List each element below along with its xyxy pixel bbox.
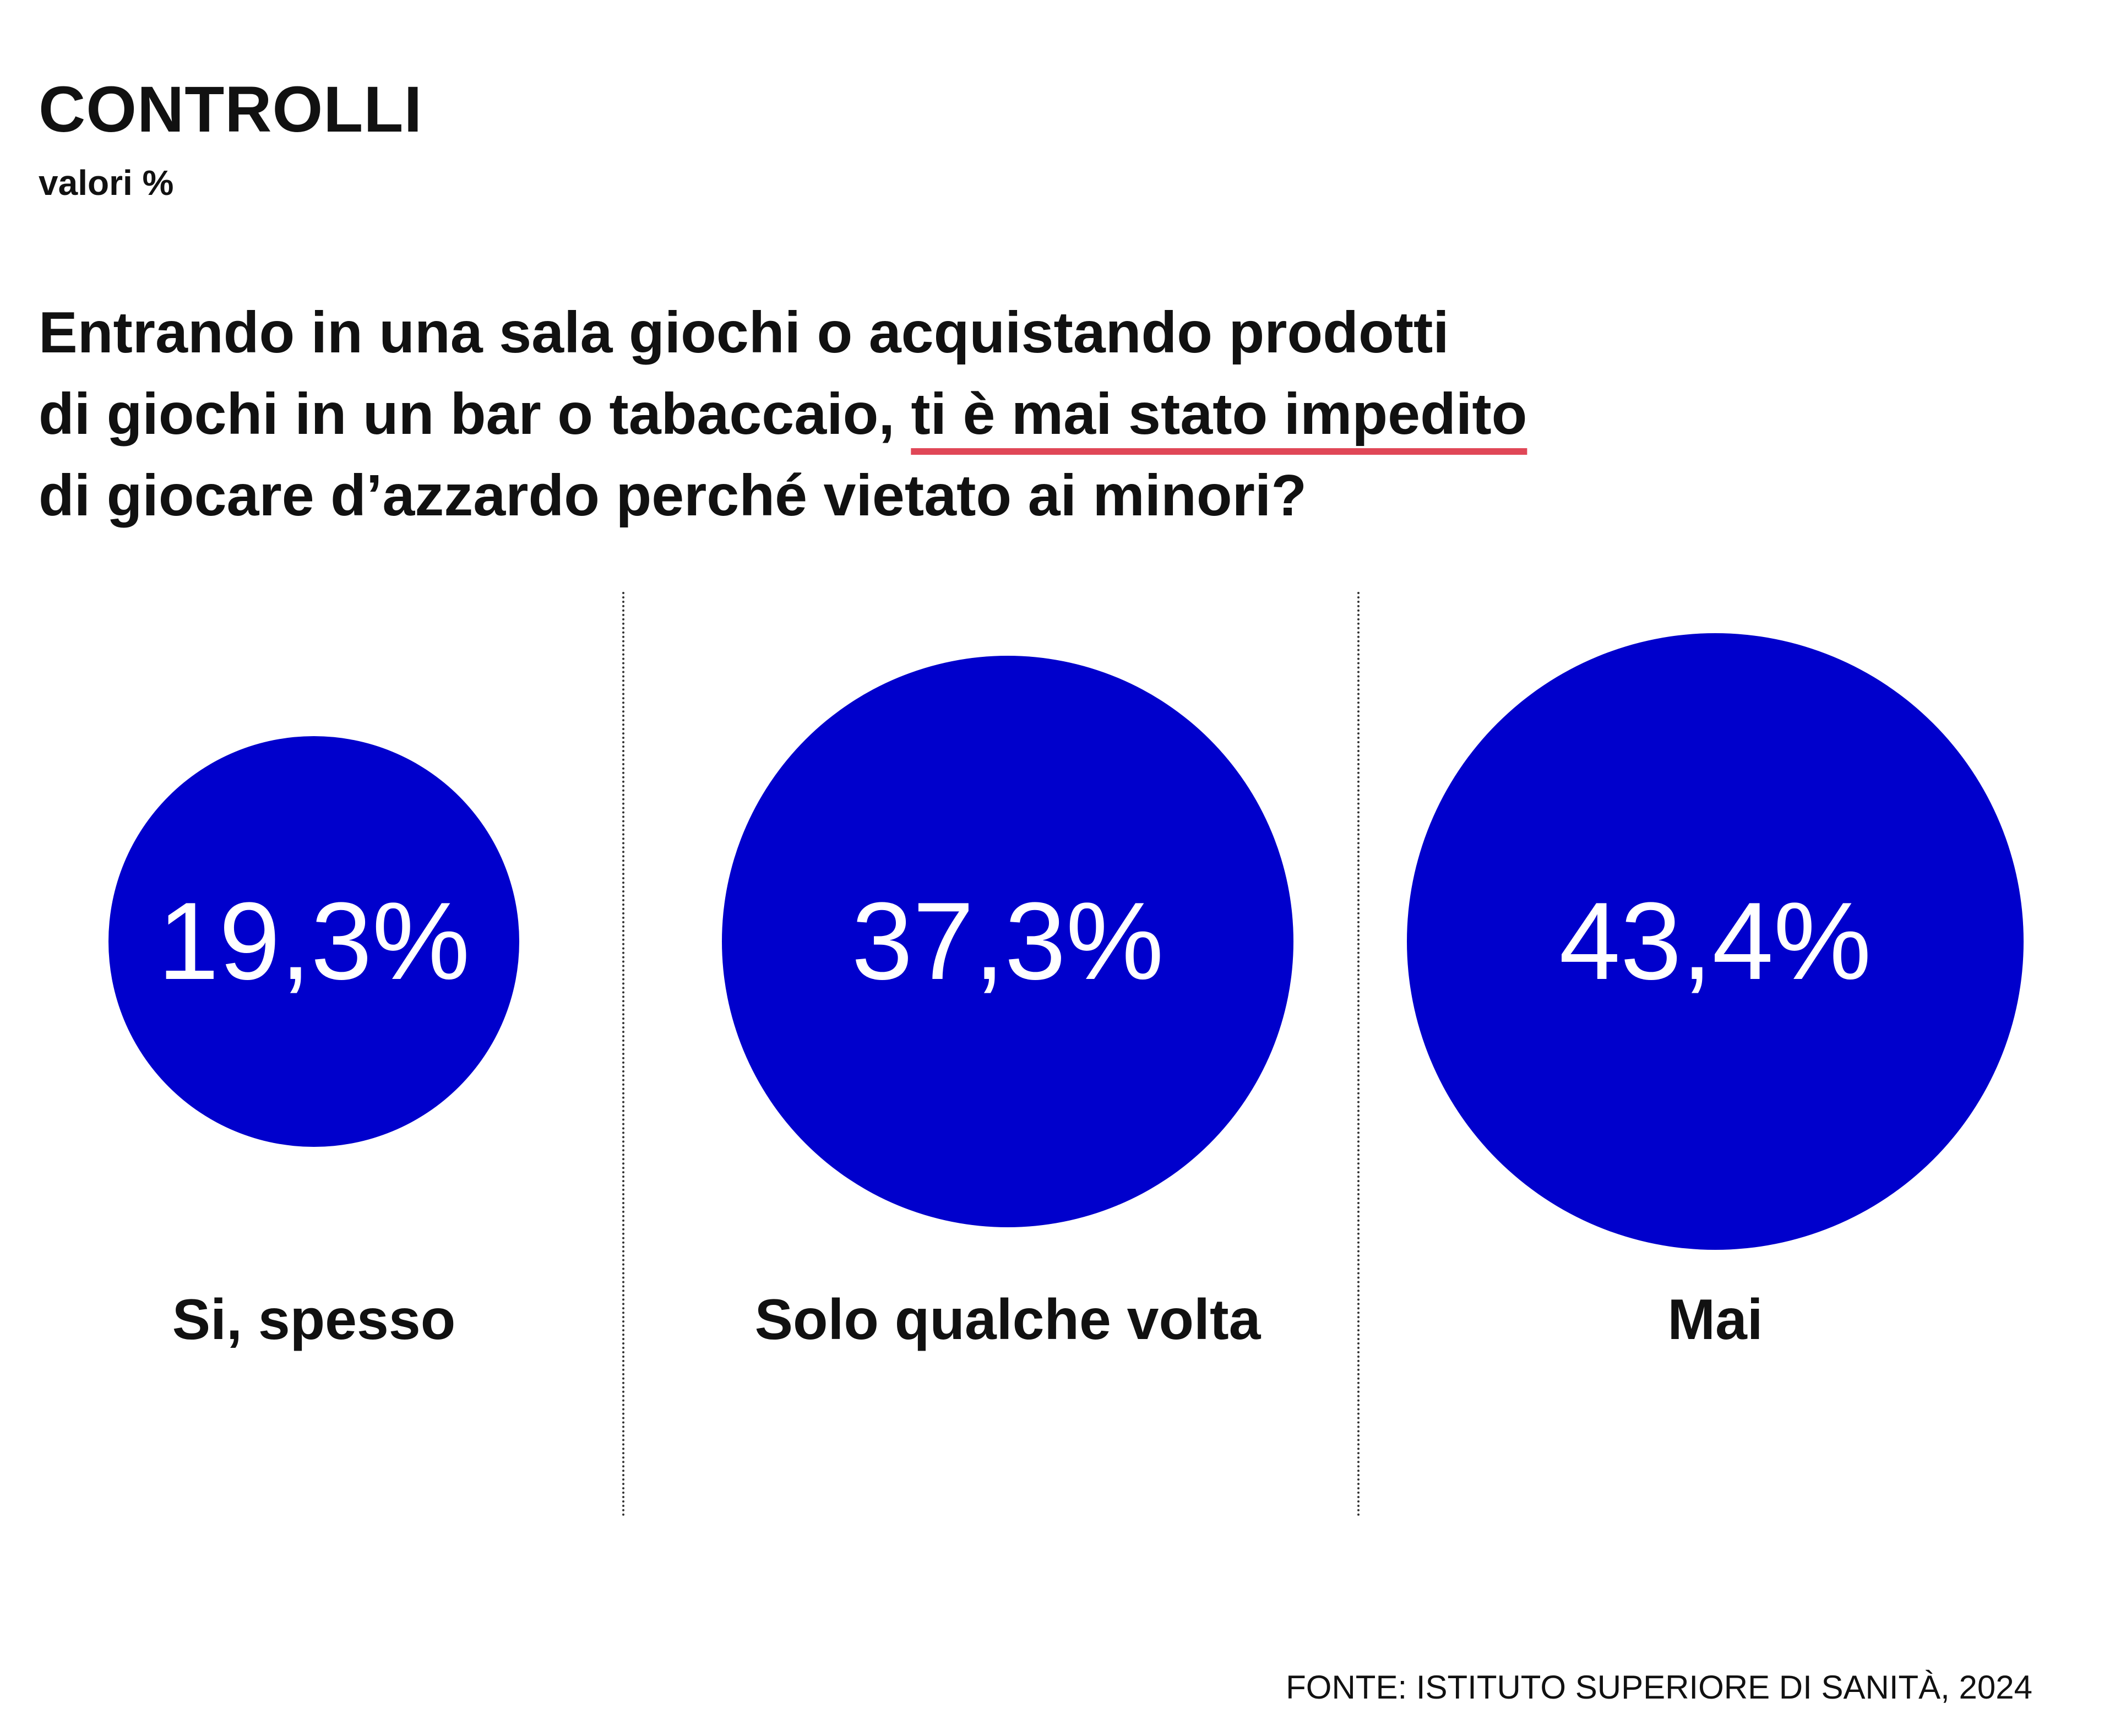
bubble-2: 37,3% — [721, 655, 1294, 1228]
question-highlight: ti è mai stato impedito — [911, 382, 1527, 447]
question-line-2: di giochi in un bar o tabaccaio, ti è ma… — [39, 373, 1966, 455]
bubble-3: 43,4% — [1407, 633, 2024, 1250]
category-label: Mai — [1667, 1288, 1763, 1352]
bubble-value-label: 19,3% — [157, 879, 470, 1003]
question-line-2-text: di giochi in un bar o tabaccaio, — [39, 382, 911, 447]
question-line-3: di giocare d’azzardo perché vietato ai m… — [39, 463, 1307, 528]
bubble-value-label: 43,4% — [1559, 880, 1872, 1003]
question-line-1: Entrando in una sala giochi o acquistand… — [39, 300, 1449, 365]
survey-question: Entrando in una sala giochi o acquistand… — [39, 292, 1966, 536]
column-divider-1 — [622, 592, 624, 1517]
category-label: Si, spesso — [172, 1288, 456, 1352]
chart-subtitle: valori % — [39, 163, 174, 203]
bubble-1: 19,3% — [108, 736, 520, 1147]
chart-title: CONTROLLI — [39, 73, 423, 146]
category-label: Solo qualche volta — [754, 1288, 1261, 1352]
source-note: FONTE: ISTITUTO SUPERIORE DI SANITÀ, 202… — [1286, 1669, 2032, 1706]
bubble-value-label: 37,3% — [851, 879, 1164, 1003]
column-divider-2 — [1357, 592, 1360, 1517]
